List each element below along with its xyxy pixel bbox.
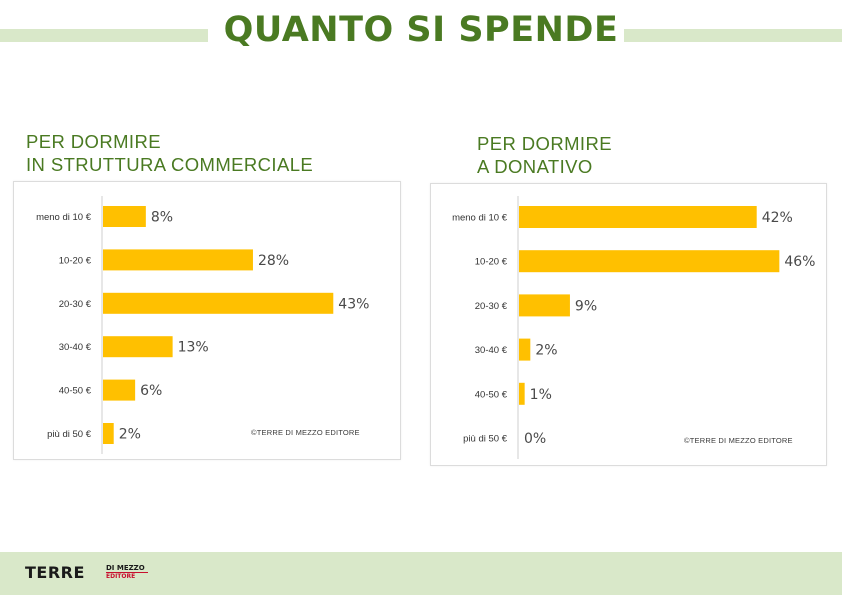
bar xyxy=(103,423,114,444)
category-label: 40-50 € xyxy=(475,389,508,400)
title-band-left xyxy=(0,29,208,42)
bar xyxy=(519,250,780,273)
category-label: 20-30 € xyxy=(59,299,92,310)
data-label: 43% xyxy=(338,296,369,312)
category-label: 10-20 € xyxy=(59,255,92,266)
data-label: 9% xyxy=(575,298,597,314)
data-label: 42% xyxy=(762,210,793,226)
logo-sub-top-text: DI MEZZO xyxy=(106,564,145,572)
data-label: 46% xyxy=(784,254,815,270)
chart-2-heading: PER DORMIRE A DONATIVO xyxy=(477,132,612,178)
page-title: QUANTO SI SPENDE xyxy=(223,10,619,50)
category-label: più di 50 € xyxy=(463,434,508,445)
logo-main-text: TERRE xyxy=(25,563,85,582)
data-label: 2% xyxy=(535,343,557,359)
chart-2-plot: meno di 10 € 42% 10-20 € 46% 20-30 € 9% 30-40 … xyxy=(452,196,815,459)
bar xyxy=(103,336,173,358)
data-label: 0% xyxy=(524,431,546,447)
category-label: 40-50 € xyxy=(59,386,92,397)
data-label: 1% xyxy=(530,387,552,403)
bar xyxy=(519,206,757,228)
category-label: più di 50 € xyxy=(47,429,92,440)
category-label: meno di 10 € xyxy=(452,213,508,224)
chart-2-credit: ©TERRE DI MEZZO EDITORE xyxy=(684,436,793,445)
footer-band: TERRE DI MEZZO EDITORE xyxy=(0,552,842,595)
bar xyxy=(519,294,570,317)
category-label: 30-40 € xyxy=(59,342,92,353)
chart-1-plot: meno di 10 € 8% 10-20 € 28% 20-30 € 43% 30-40 … xyxy=(36,196,369,454)
data-label: 13% xyxy=(178,340,209,356)
bar xyxy=(519,382,525,405)
bar xyxy=(519,338,531,361)
chart-2-heading-line-2: A DONATIVO xyxy=(477,156,593,177)
logo-rule xyxy=(106,572,148,573)
category-label: 30-40 € xyxy=(475,345,508,356)
bar xyxy=(103,206,146,227)
data-label: 2% xyxy=(119,427,141,443)
chart-1-credit: ©TERRE DI MEZZO EDITORE xyxy=(251,428,360,437)
chart-1-heading: PER DORMIRE IN STRUTTURA COMMERCIALE xyxy=(26,130,313,176)
bar xyxy=(103,249,253,271)
logo-sub-bottom-text: EDITORE xyxy=(106,573,136,580)
chart-1-heading-line-1: PER DORMIRE xyxy=(26,131,161,152)
data-label: 6% xyxy=(140,383,162,399)
title-band-right xyxy=(624,29,842,42)
category-label: meno di 10 € xyxy=(36,212,92,223)
category-label: 10-20 € xyxy=(475,257,508,268)
chart-2-panel: meno di 10 € 42% 10-20 € 46% 20-30 € 9% 30-40 … xyxy=(430,183,827,466)
chart-1-panel: meno di 10 € 8% 10-20 € 28% 20-30 € 43% 30-40 … xyxy=(13,181,401,460)
data-label: 28% xyxy=(258,253,289,269)
chart-1-heading-line-2: IN STRUTTURA COMMERCIALE xyxy=(26,154,314,175)
bar xyxy=(103,292,334,314)
category-label: 20-30 € xyxy=(475,301,508,312)
bar xyxy=(103,379,136,401)
data-label: 8% xyxy=(151,210,173,226)
chart-2-heading-line-1: PER DORMIRE xyxy=(477,133,612,154)
